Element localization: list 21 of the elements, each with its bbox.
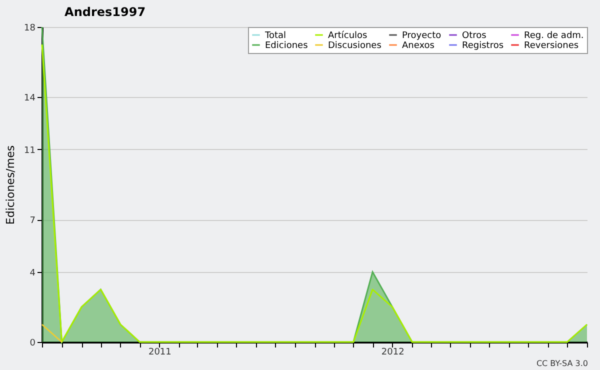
y-tick-label: 18 (24, 24, 36, 34)
y-axis-title: Ediciones/mes (4, 145, 18, 225)
legend-label: Discusiones (328, 41, 382, 51)
y-tick-label: 14 (24, 94, 36, 104)
y-tick-label: 0 (30, 338, 36, 348)
legend-label: Ediciones (265, 41, 308, 51)
legend-label: Registros (462, 41, 504, 51)
x-tick-label: 2011 (148, 348, 172, 358)
x-tick-label: 2012 (381, 348, 404, 358)
legend-label: Otros (462, 31, 487, 41)
y-tick-label: 4 (30, 268, 36, 278)
chart-title: Andres1997 (64, 5, 146, 19)
y-tick-label: 7 (30, 216, 36, 226)
legend-label: Total (264, 31, 286, 41)
legend-label: Reg. de adm. (524, 31, 584, 41)
legend-label: Reversiones (524, 41, 579, 51)
y-tick-label: 11 (24, 146, 36, 156)
legend-label: Proyecto (402, 31, 442, 41)
legend-label: Anexos (402, 41, 435, 51)
legend-label: Artículos (328, 30, 368, 41)
text: CC BY-SA 3.0 (536, 359, 588, 368)
